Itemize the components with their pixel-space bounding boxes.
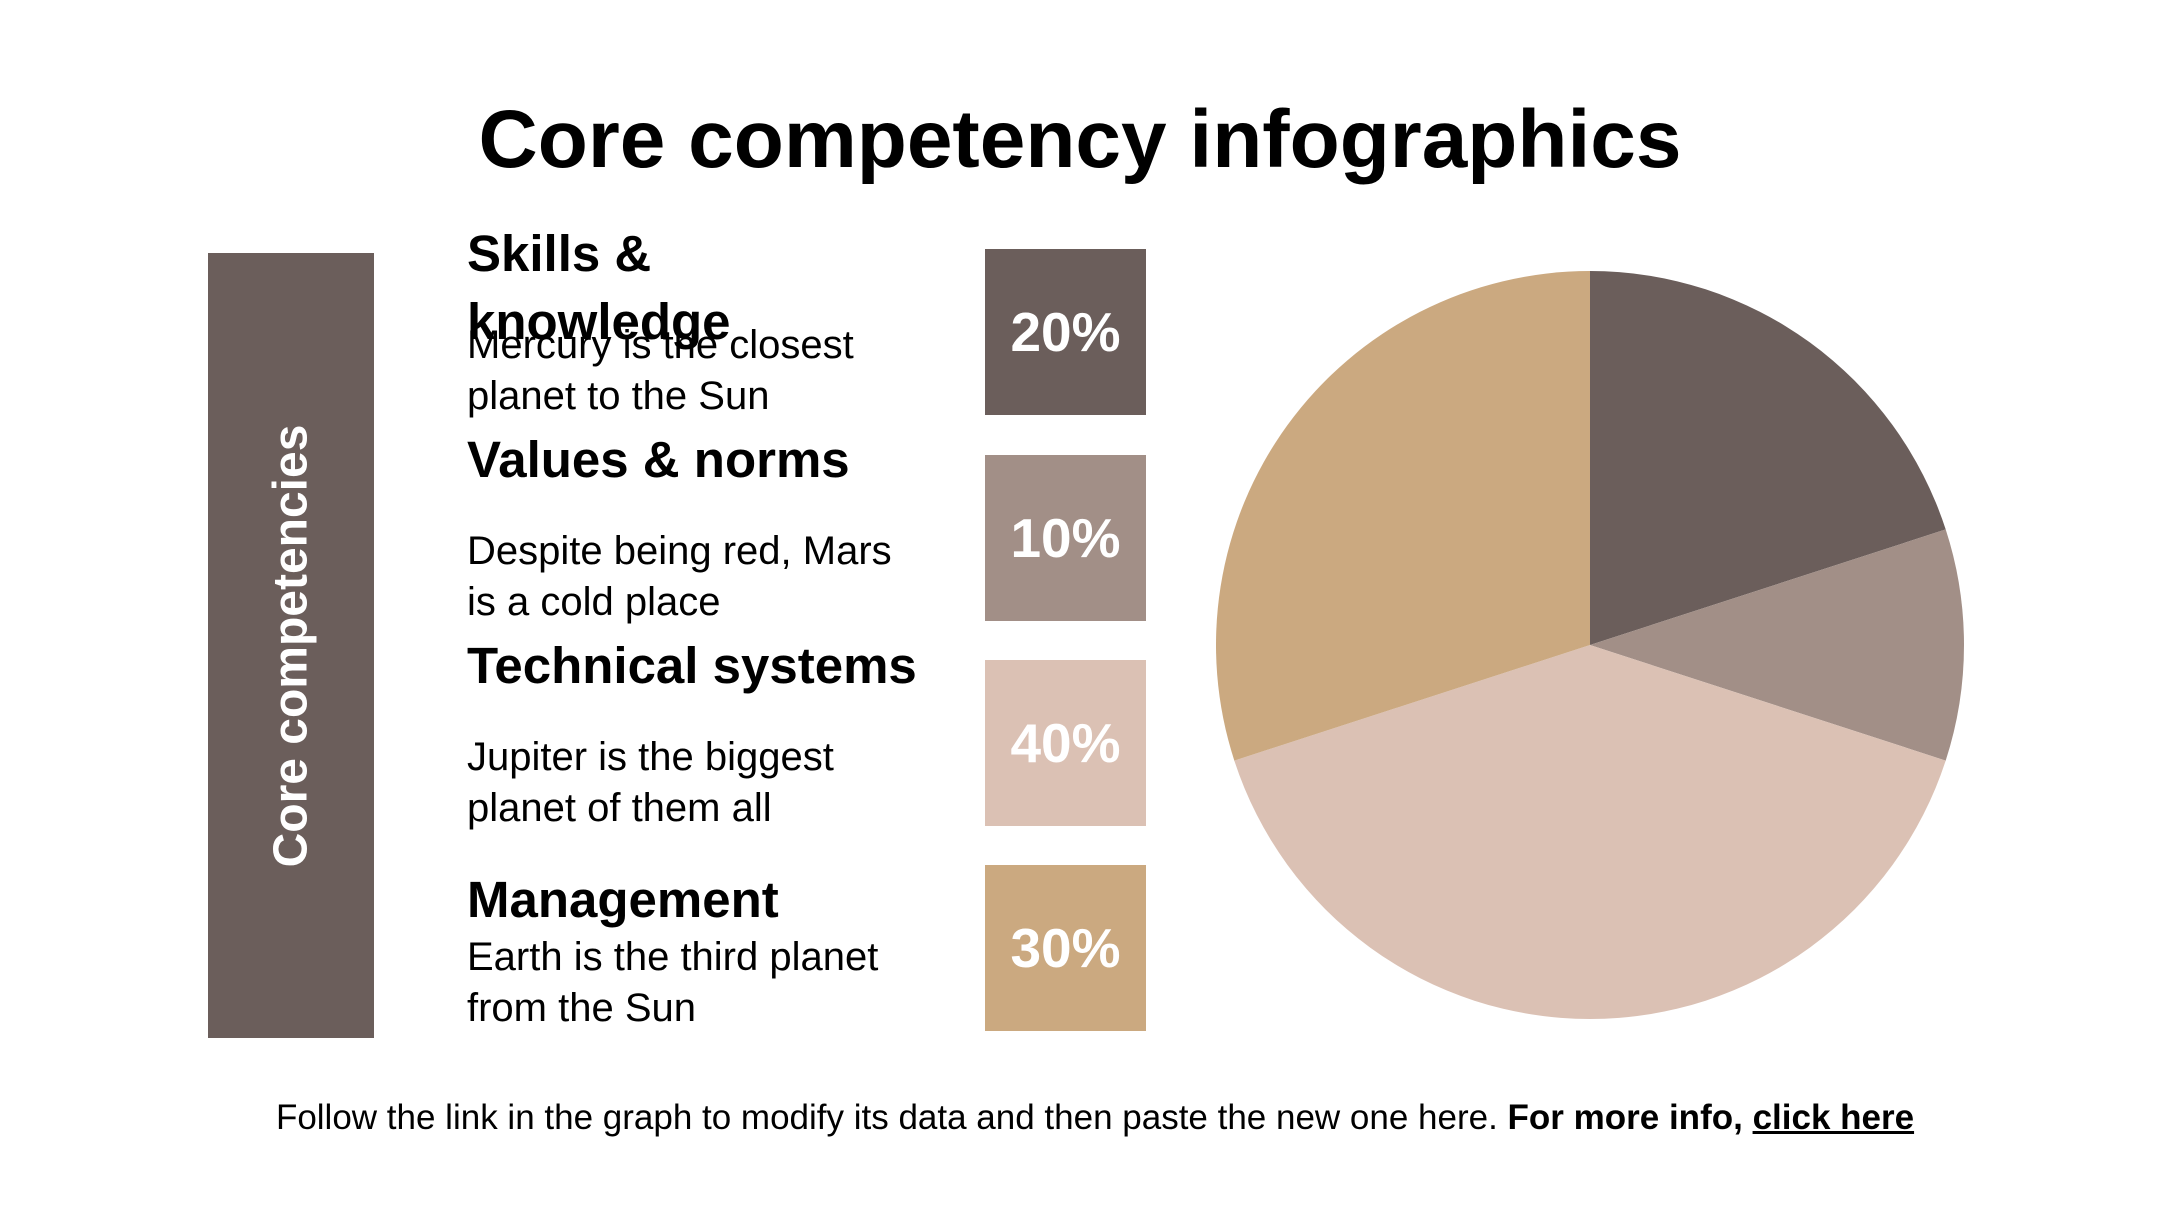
competency-item-skills: Skills & knowledge Mercury is the closes… xyxy=(467,220,927,418)
percent-box-values: 10% xyxy=(985,455,1146,621)
pie-slice-management[interactable] xyxy=(1216,271,1590,761)
percent-box-technical: 40% xyxy=(985,660,1146,826)
competency-title: Technical systems xyxy=(467,637,917,694)
competency-item-values: Values & norms Despite being red, Mars i… xyxy=(467,426,927,624)
competency-description: Jupiter is the biggest planet of them al… xyxy=(467,735,834,830)
click-here-link[interactable]: click here xyxy=(1752,1098,1915,1137)
competency-pie-chart[interactable] xyxy=(1200,255,1980,1025)
page-title: Core competency infographics xyxy=(478,94,1682,185)
percent-box-skills: 20% xyxy=(985,249,1146,415)
pie-slice-skills-knowledge[interactable] xyxy=(1590,271,1946,645)
footer-text: Follow the link in the graph to modify i… xyxy=(275,1098,1498,1137)
pie-slice-technical-systems[interactable] xyxy=(1234,645,1946,1019)
core-competencies-label: Core competencies xyxy=(264,424,318,867)
competency-title: Skills & knowledge xyxy=(467,225,731,350)
competency-item-management: Management Earth is the third planet fro… xyxy=(467,866,927,1030)
percent-box-management: 30% xyxy=(985,865,1146,1031)
pie-slice-values-norms[interactable] xyxy=(1590,529,1964,761)
footer-note: Follow the link in the graph to modify i… xyxy=(0,1098,2160,1138)
core-competencies-bar: Core competencies xyxy=(208,253,374,1038)
competency-description: Mercury is the closest planet to the Sun xyxy=(467,323,854,418)
competency-item-technical: Technical systems Jupiter is the biggest… xyxy=(467,632,927,830)
competency-description: Earth is the third planet from the Sun xyxy=(467,935,879,1030)
competency-title: Values & norms xyxy=(467,431,850,488)
competency-title: Management xyxy=(467,871,779,928)
competency-description: Despite being red, Mars is a cold place xyxy=(467,529,892,624)
footer-bold: For more info, xyxy=(1507,1098,1743,1137)
